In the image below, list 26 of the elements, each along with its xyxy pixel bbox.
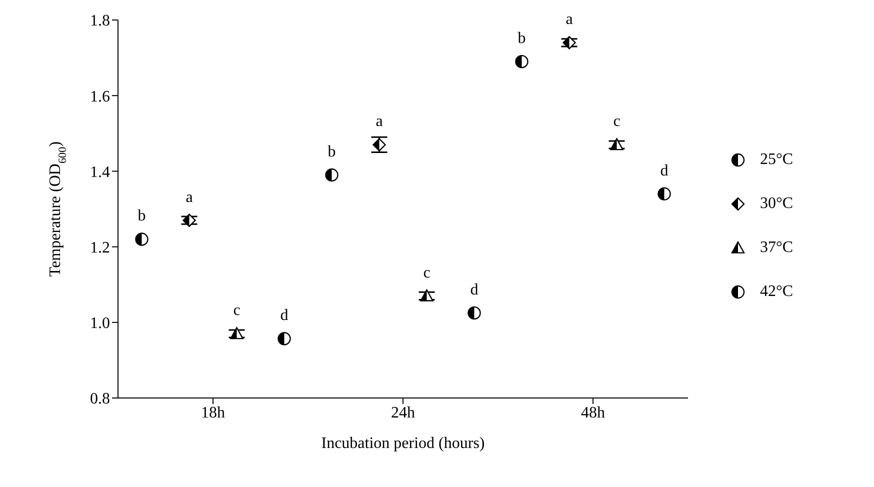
legend-label: 37°C	[760, 239, 794, 257]
data-label: d	[470, 281, 478, 298]
data-label: c	[613, 113, 620, 130]
y-tick-label: 1.6	[90, 88, 110, 106]
y-tick-label: 1.4	[90, 164, 110, 181]
legend-label: 30°C	[760, 195, 794, 213]
data-label: c	[233, 302, 240, 320]
legend-label: 25°C	[760, 151, 794, 169]
y-tick-label: 1.2	[90, 239, 110, 256]
data-label: b	[328, 143, 336, 160]
y-tick-label: 1.0	[90, 315, 110, 332]
y-tick-label: 0.8	[90, 390, 110, 408]
data-label: c	[423, 264, 430, 282]
data-label: b	[518, 30, 526, 48]
data-label: a	[186, 188, 193, 206]
data-label: b	[138, 208, 146, 225]
x-tick-label: 18h	[201, 404, 225, 422]
data-label: a	[376, 113, 383, 130]
legend-label: 42°C	[760, 283, 794, 301]
x-tick-label: 48h	[581, 404, 605, 422]
data-label: d	[660, 162, 668, 180]
x-axis-title: Incubation period (hours)	[321, 435, 485, 452]
data-label: a	[566, 11, 573, 28]
x-tick-label: 24h	[391, 404, 415, 422]
data-label: d	[280, 307, 288, 324]
y-tick-label: 1.8	[90, 12, 110, 30]
